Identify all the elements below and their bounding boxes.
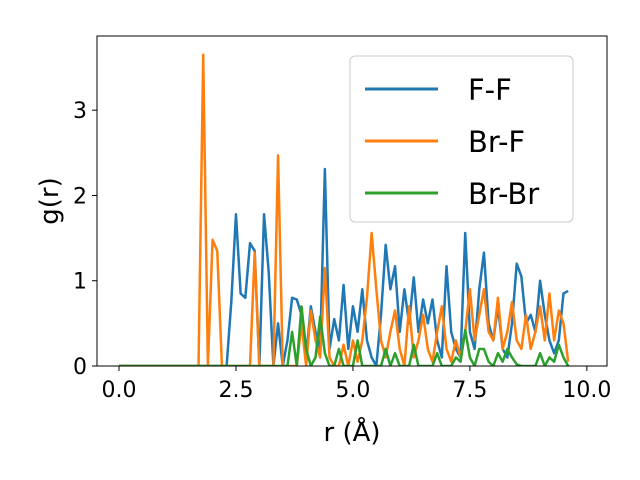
y-tick-label: 2 (73, 184, 87, 209)
x-tick-label: 7.5 (452, 378, 487, 403)
legend-label: F-F (468, 73, 512, 107)
y-axis-label: g(r) (35, 177, 65, 224)
legend-box (349, 55, 574, 223)
x-tick-label: 0.0 (101, 378, 136, 403)
legend-label: Br-Br (468, 177, 539, 211)
axes-frame (96, 35, 608, 367)
x-tick-label: 10.0 (562, 378, 611, 403)
y-tick-label: 1 (73, 270, 87, 295)
legend-label: Br-F (468, 125, 525, 159)
plot-area (118, 53, 570, 366)
x-tick-label: 2.5 (218, 378, 253, 403)
data-line (118, 53, 570, 366)
x-tick-label: 5.0 (335, 378, 370, 403)
y-tick-label: 0 (73, 355, 87, 380)
x-axis-label: r (Å) (323, 416, 380, 448)
y-tick-label: 3 (73, 99, 87, 124)
